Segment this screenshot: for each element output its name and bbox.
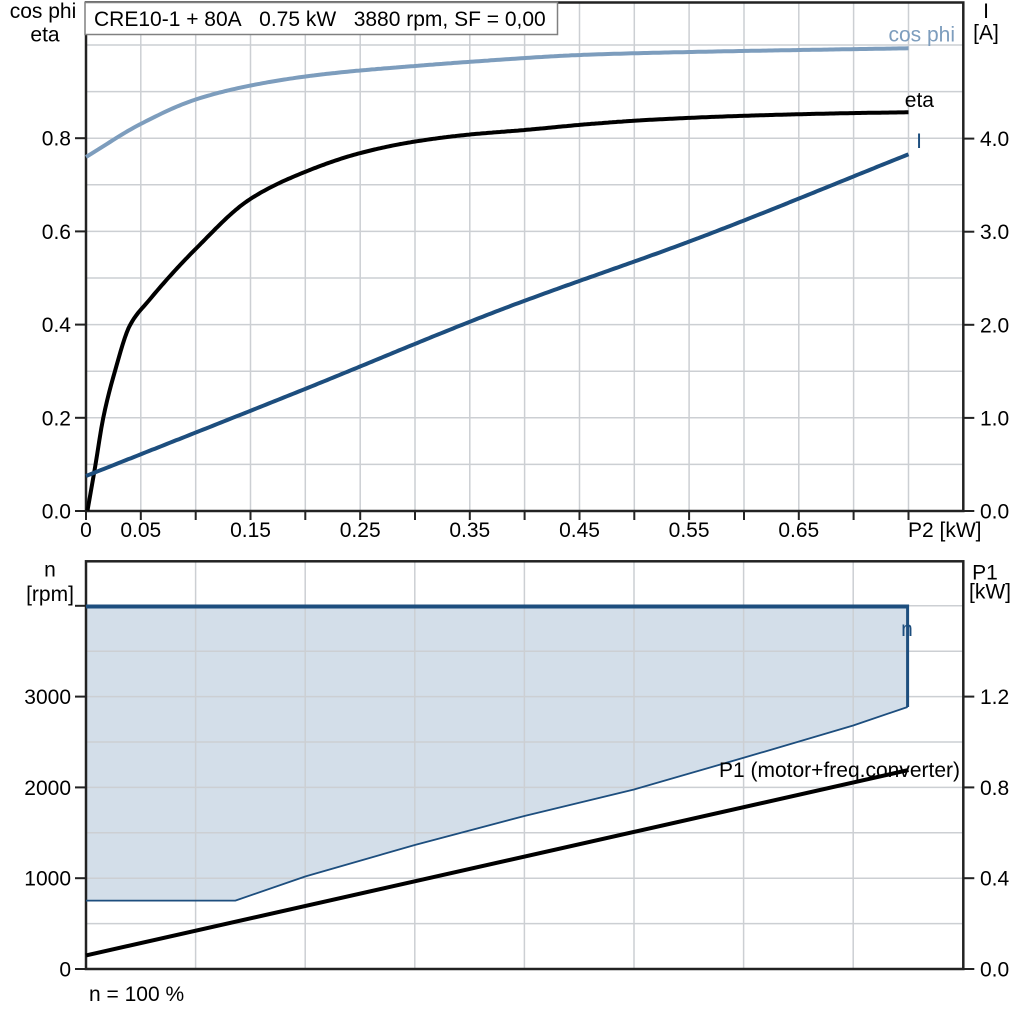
svg-text:0.4: 0.4 (42, 314, 72, 337)
svg-text:eta: eta (905, 89, 935, 112)
svg-text:[A]: [A] (973, 22, 999, 45)
svg-text:0.4: 0.4 (980, 868, 1010, 891)
svg-text:1.2: 1.2 (980, 686, 1009, 709)
svg-text:eta: eta (30, 24, 60, 47)
svg-text:0.8: 0.8 (42, 128, 71, 151)
svg-text:1.0: 1.0 (980, 407, 1009, 430)
svg-text:0.45: 0.45 (559, 519, 600, 542)
svg-text:[kW]: [kW] (969, 581, 1011, 604)
svg-text:0.0: 0.0 (980, 501, 1009, 524)
svg-text:0.55: 0.55 (669, 519, 710, 542)
svg-text:0.6: 0.6 (42, 221, 71, 244)
svg-text:2000: 2000 (24, 777, 71, 800)
svg-text:0.8: 0.8 (980, 777, 1009, 800)
svg-text:I: I (916, 130, 922, 153)
svg-text:4.0: 4.0 (980, 128, 1009, 151)
svg-text:P2 [kW]: P2 [kW] (908, 519, 982, 542)
svg-text:cos phi: cos phi (888, 24, 955, 47)
svg-text:n = 100 %: n = 100 % (89, 983, 184, 1006)
svg-text:[rpm]: [rpm] (26, 583, 74, 606)
svg-text:P1 (motor+freq.converter): P1 (motor+freq.converter) (719, 759, 960, 782)
svg-text:0.15: 0.15 (230, 519, 271, 542)
svg-text:0: 0 (59, 959, 71, 982)
svg-text:0.35: 0.35 (449, 519, 490, 542)
svg-text:0.0: 0.0 (42, 501, 71, 524)
svg-text:cos phi: cos phi (10, 0, 77, 23)
svg-text:3.0: 3.0 (980, 221, 1009, 244)
svg-text:3000: 3000 (24, 686, 71, 709)
svg-text:n: n (44, 559, 56, 582)
svg-text:0.65: 0.65 (778, 519, 819, 542)
svg-text:CRE10-1 + 80A 0.75 kW 3880: CRE10-1 + 80A 0.75 kW 3880 rpm, SF = 0,0… (94, 8, 546, 31)
svg-text:n: n (901, 618, 913, 641)
svg-text:0.2: 0.2 (42, 407, 71, 430)
svg-text:2.0: 2.0 (980, 314, 1009, 337)
svg-text:I: I (983, 0, 989, 23)
svg-text:1000: 1000 (24, 868, 71, 891)
svg-text:P1: P1 (972, 562, 998, 585)
svg-text:0.0: 0.0 (980, 959, 1009, 982)
svg-text:0.25: 0.25 (340, 519, 381, 542)
svg-text:0.05: 0.05 (120, 519, 161, 542)
svg-text:0: 0 (80, 519, 92, 542)
